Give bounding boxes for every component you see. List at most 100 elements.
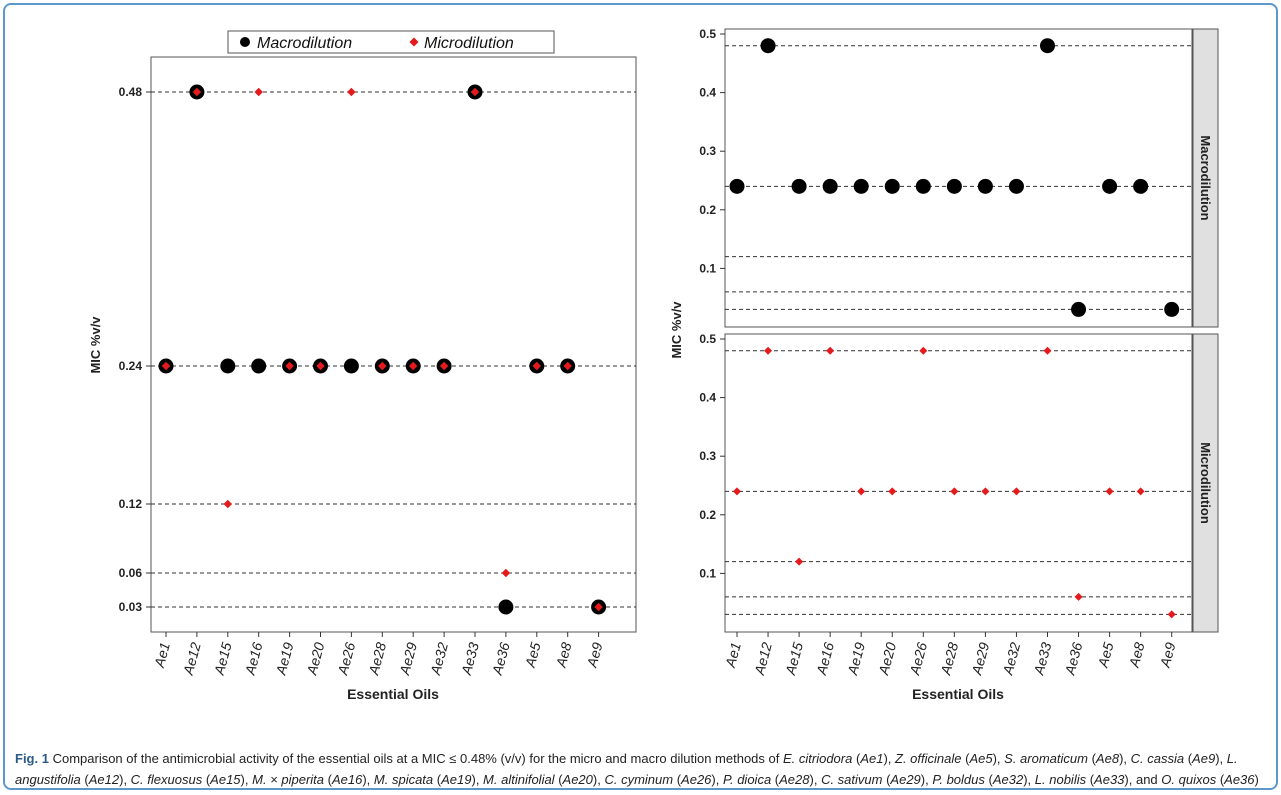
facet-plot-area <box>724 28 1193 328</box>
right-x-tick-label: Ae19 <box>844 640 868 677</box>
facet-macro-point <box>853 178 869 194</box>
facet-macro-point <box>1164 301 1180 317</box>
left-micro-point <box>532 361 541 371</box>
right-x-tick-label: Ae28 <box>937 640 961 677</box>
facet-micro-point <box>1043 346 1052 355</box>
left-micro-point <box>563 361 572 371</box>
left-x-axis-label: Essential Oils <box>347 686 439 702</box>
left-y-axis-label: MIC %v/v <box>88 316 103 374</box>
left-micro-point <box>439 361 449 371</box>
right-x-tick-label: Ae16 <box>813 640 837 677</box>
facet-micro-point <box>795 557 804 566</box>
facet-macro-point <box>791 178 807 194</box>
right-x-tick-label: Ae33 <box>1030 640 1054 677</box>
facet-macro-point <box>1133 178 1149 194</box>
left-x-tick-label: Ae20 <box>303 640 327 677</box>
right-x-tick-label: Ae5 <box>1094 640 1116 669</box>
legend-macro-marker <box>240 37 250 47</box>
facet-micro-point <box>733 487 741 496</box>
facet-y-tick-label: 0.3 <box>699 144 716 158</box>
facet-y-tick-label: 0.5 <box>699 332 716 346</box>
legend-micro-label: Microdilution <box>424 35 514 52</box>
left-macro-point <box>343 358 359 374</box>
facet-micro-point <box>1167 610 1176 619</box>
figure-border <box>3 3 1278 790</box>
facet-micro-point <box>1105 487 1114 496</box>
facet-plot-area <box>724 333 1193 633</box>
facet-micro-point <box>1012 487 1021 496</box>
left-micro-point <box>594 602 603 612</box>
facet-strip <box>1192 333 1219 633</box>
left-x-tick-label: Ae33 <box>458 640 482 677</box>
facet-micro-point <box>764 346 773 355</box>
legend-micro-marker <box>409 37 419 47</box>
facet-macro-point <box>884 178 900 194</box>
right-x-tick-label: Ae32 <box>999 640 1023 677</box>
right-x-axis-label: Essential Oils <box>912 686 1004 702</box>
left-x-tick-label: Ae9 <box>583 640 605 669</box>
facet-micro-point <box>950 487 959 496</box>
right-x-tick-label: Ae12 <box>751 640 775 677</box>
left-micro-point <box>223 499 232 509</box>
left-x-tick-label: Ae19 <box>272 640 296 677</box>
right-x-tick-label: Ae1 <box>722 641 744 670</box>
left-x-tick-label: Ae32 <box>427 640 451 677</box>
left-macro-point <box>251 358 267 374</box>
left-micro-point <box>378 361 387 371</box>
left-y-tick-label: 0.12 <box>119 497 143 511</box>
facet-macro-point <box>915 178 931 194</box>
left-micro-point <box>470 87 480 97</box>
legend-macro-label: Macrodilution <box>257 35 352 52</box>
left-x-tick-label: Ae28 <box>365 640 389 677</box>
figure-caption: Fig. 1 Comparison of the antimicrobial a… <box>15 748 1270 790</box>
left-x-tick-label: Ae15 <box>211 640 235 677</box>
facet-micro-point <box>857 487 866 496</box>
left-micro-point <box>501 568 511 578</box>
left-micro-point <box>316 361 325 371</box>
facet-micro-point <box>919 346 928 355</box>
facet-macro-point <box>822 178 838 194</box>
facet-micro-point <box>888 487 897 496</box>
right-x-tick-label: Ae9 <box>1156 640 1178 669</box>
facet-micro-point <box>981 487 990 496</box>
left-macro-point <box>498 599 514 615</box>
left-micro-point <box>254 87 263 97</box>
legend-box <box>227 30 555 54</box>
right-x-tick-label: Ae20 <box>875 640 899 677</box>
left-y-tick-label: 0.03 <box>119 600 143 614</box>
right-x-tick-label: Ae8 <box>1125 640 1147 669</box>
left-x-tick-label: Ae29 <box>396 640 420 677</box>
left-x-tick-label: Ae1 <box>151 641 173 670</box>
caption-label: Fig. 1 <box>15 751 49 766</box>
left-micro-point <box>285 361 294 371</box>
facet-micro-point <box>1136 487 1145 496</box>
left-plot-area <box>150 56 637 633</box>
facet-y-tick-label: 0.4 <box>699 391 716 405</box>
right-y-axis-label: MIC %v/v <box>669 301 684 359</box>
left-micro-point <box>347 87 356 97</box>
facet-y-tick-label: 0.2 <box>699 203 716 217</box>
left-x-tick-label: Ae36 <box>489 640 513 677</box>
caption-text: Comparison of the antimicrobial activity… <box>15 751 1259 787</box>
left-x-tick-label: Ae5 <box>522 640 544 669</box>
facet-y-tick-label: 0.1 <box>699 261 716 275</box>
facet-macro-point <box>729 178 745 194</box>
left-y-tick-label: 0.24 <box>119 359 143 373</box>
left-x-tick-label: Ae16 <box>241 640 265 677</box>
facet-macro-point <box>760 38 776 54</box>
left-y-tick-label: 0.48 <box>119 85 143 99</box>
right-x-tick-label: Ae15 <box>782 640 806 677</box>
facet-strip <box>1192 28 1219 328</box>
facet-y-tick-label: 0.3 <box>699 449 716 463</box>
right-x-tick-label: Ae36 <box>1061 640 1085 677</box>
facet-macro-point <box>1102 178 1118 194</box>
left-x-tick-label: Ae8 <box>552 640 574 669</box>
facet-macro-point <box>1071 301 1087 317</box>
facet-y-tick-label: 0.2 <box>699 508 716 522</box>
left-micro-point <box>161 361 171 371</box>
left-x-tick-label: Ae26 <box>334 640 358 677</box>
facet-micro-point <box>826 346 835 355</box>
facet-macro-point <box>977 178 993 194</box>
